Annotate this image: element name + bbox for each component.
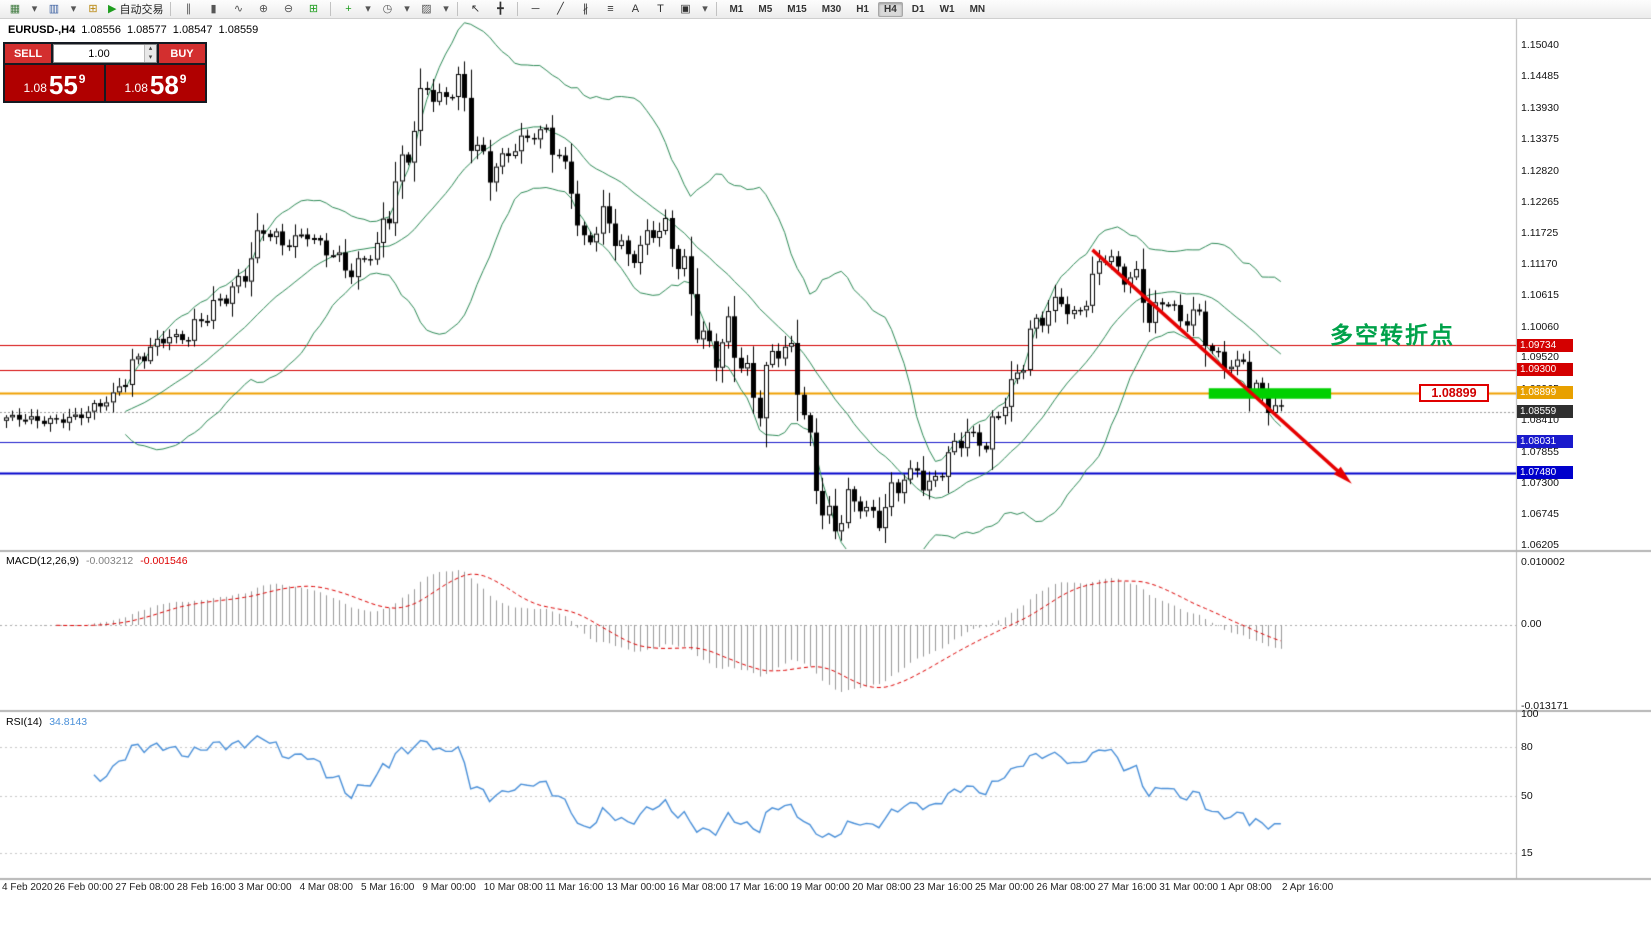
- toolbar-arrows-button[interactable]: ▣: [673, 1, 697, 18]
- toolbar-arrows-dropdown-button[interactable]: ▾: [698, 1, 711, 18]
- new-order-icon: ⊞: [88, 2, 98, 15]
- buy-price-sup: 9: [179, 72, 187, 86]
- tile-windows-icon: ⊞: [308, 2, 319, 15]
- trendline-icon: ╱: [557, 2, 564, 15]
- sell-price-big: 55: [48, 70, 78, 100]
- toolbar-crosshair-button[interactable]: ╋: [488, 1, 512, 18]
- toolbar-periods-dropdown-button[interactable]: ▾: [400, 1, 413, 18]
- buy-price-prefix: 1.08: [124, 81, 148, 95]
- toolbar-horizontal-line-button[interactable]: ─: [523, 1, 547, 18]
- toolbar-text-button[interactable]: A: [623, 1, 647, 18]
- candlestick-chart-icon: ▮: [210, 2, 217, 15]
- sell-button[interactable]: SELL: [5, 44, 51, 63]
- toolbar-periods-button[interactable]: ◷: [375, 1, 399, 18]
- toolbar-templates-button[interactable]: ▨: [414, 1, 438, 18]
- timeframe-m5-button[interactable]: M5: [758, 3, 773, 15]
- new-chart-dropdown-icon: ▾: [31, 2, 38, 15]
- periods-icon: ◷: [382, 2, 393, 15]
- templates-icon: ▨: [421, 2, 432, 15]
- toolbar-trendline-button[interactable]: ╱: [548, 1, 572, 18]
- buy-price-big: 58: [149, 70, 179, 100]
- autotrading-label: 自动交易: [119, 4, 164, 16]
- sell-price-sup: 9: [78, 72, 86, 86]
- toolbar-separator: [517, 2, 519, 16]
- volume-up-button[interactable]: ▴: [144, 45, 156, 54]
- timeframe-m1-button[interactable]: M1: [729, 3, 744, 15]
- horizontal-line-icon: ─: [531, 2, 540, 15]
- profiles-icon: ▥: [48, 2, 60, 15]
- profiles-dropdown-icon: ▾: [70, 2, 77, 15]
- zoom-in-icon: ⊕: [258, 2, 269, 15]
- toolbar-line-chart-button[interactable]: ∿: [226, 1, 250, 18]
- timeframe-d1-button[interactable]: D1: [911, 3, 925, 15]
- one-click-trading-widget: SELL ▴ ▾ BUY 1.08 55 9 1.08 58 9: [3, 42, 207, 103]
- new-chart-icon: ▦: [9, 2, 21, 15]
- main-toolbar: ▦ ▾ ▥ ▾ ⊞ ▶ 自动交易 ∥ ▮ ∿ ⊕ ⊖ ⊞ + ▾ ◷ ▾ ▨ ▾ ↖ ╋ ─ ╱ ∦ ≡ A T ▣ ▾ M1 M5 M15 M…: [0, 0, 1651, 19]
- arrows-dropdown-icon: ▾: [702, 2, 708, 15]
- toolbar-autotrading-button[interactable]: ▶ 自动交易: [106, 1, 165, 18]
- timeframe-m15-button[interactable]: M15: [787, 3, 807, 15]
- text-label-icon: T: [657, 2, 664, 15]
- volume-stepper: ▴ ▾: [53, 44, 157, 63]
- toolbar-profiles-dropdown-button[interactable]: ▾: [67, 1, 80, 18]
- toolbar-separator: [716, 2, 718, 16]
- toolbar-profiles-button[interactable]: ▥: [42, 1, 66, 18]
- arrows-icon: ▣: [680, 2, 691, 15]
- toolbar-new-chart-dropdown-button[interactable]: ▾: [28, 1, 41, 18]
- toolbar-tile-windows-button[interactable]: ⊞: [301, 1, 325, 18]
- line-chart-icon: ∿: [233, 2, 244, 15]
- toolbar-indicators-dropdown-button[interactable]: ▾: [361, 1, 374, 18]
- templates-dropdown-icon: ▾: [443, 2, 449, 15]
- cursor-icon: ↖: [470, 2, 481, 15]
- timeframe-h4-button[interactable]: H4: [877, 1, 903, 17]
- toolbar-bar-chart-button[interactable]: ∥: [176, 1, 200, 18]
- bar-chart-icon: ∥: [185, 2, 192, 15]
- equidistant-channel-icon: ∦: [582, 2, 589, 15]
- indicators-dropdown-icon: ▾: [365, 2, 371, 15]
- sell-price-button[interactable]: 1.08 55 9: [5, 65, 104, 101]
- toolbar-cursor-button[interactable]: ↖: [463, 1, 487, 18]
- toolbar-zoom-in-button[interactable]: ⊕: [251, 1, 275, 18]
- toolbar-text-label-button[interactable]: T: [648, 1, 672, 18]
- timeframe-w1-button[interactable]: W1: [939, 3, 955, 15]
- toolbar-indicators-button[interactable]: +: [336, 1, 360, 18]
- toolbar-candlestick-chart-button[interactable]: ▮: [201, 1, 225, 18]
- crosshair-icon: ╋: [497, 2, 504, 15]
- timeframe-m30-button[interactable]: M30: [821, 3, 842, 15]
- autotrading-icon: ▶: [108, 2, 117, 15]
- buy-button[interactable]: BUY: [159, 44, 205, 63]
- buy-price-button[interactable]: 1.08 58 9: [106, 65, 205, 101]
- toolbar-separator: [170, 2, 172, 16]
- toolbar-separator: [457, 2, 459, 16]
- periods-dropdown-icon: ▾: [404, 2, 410, 15]
- text-icon: A: [631, 2, 640, 15]
- toolbar-new-chart-button[interactable]: ▦: [3, 1, 27, 18]
- toolbar-fibonacci-button[interactable]: ≡: [598, 1, 622, 18]
- timeframe-h1-button[interactable]: H1: [856, 3, 869, 15]
- toolbar-zoom-out-button[interactable]: ⊖: [276, 1, 300, 18]
- toolbar-equidistant-channel-button[interactable]: ∦: [573, 1, 597, 18]
- sell-price-prefix: 1.08: [23, 81, 47, 95]
- volume-input[interactable]: [54, 45, 144, 62]
- volume-down-button[interactable]: ▾: [144, 53, 156, 62]
- zoom-out-icon: ⊖: [283, 2, 294, 15]
- toolbar-separator: [330, 2, 332, 16]
- fibonacci-icon: ≡: [607, 2, 614, 15]
- indicators-icon: +: [345, 2, 352, 15]
- toolbar-templates-dropdown-button[interactable]: ▾: [439, 1, 452, 18]
- timeframe-mn-button[interactable]: MN: [969, 3, 986, 15]
- toolbar-new-order-button[interactable]: ⊞: [81, 1, 105, 18]
